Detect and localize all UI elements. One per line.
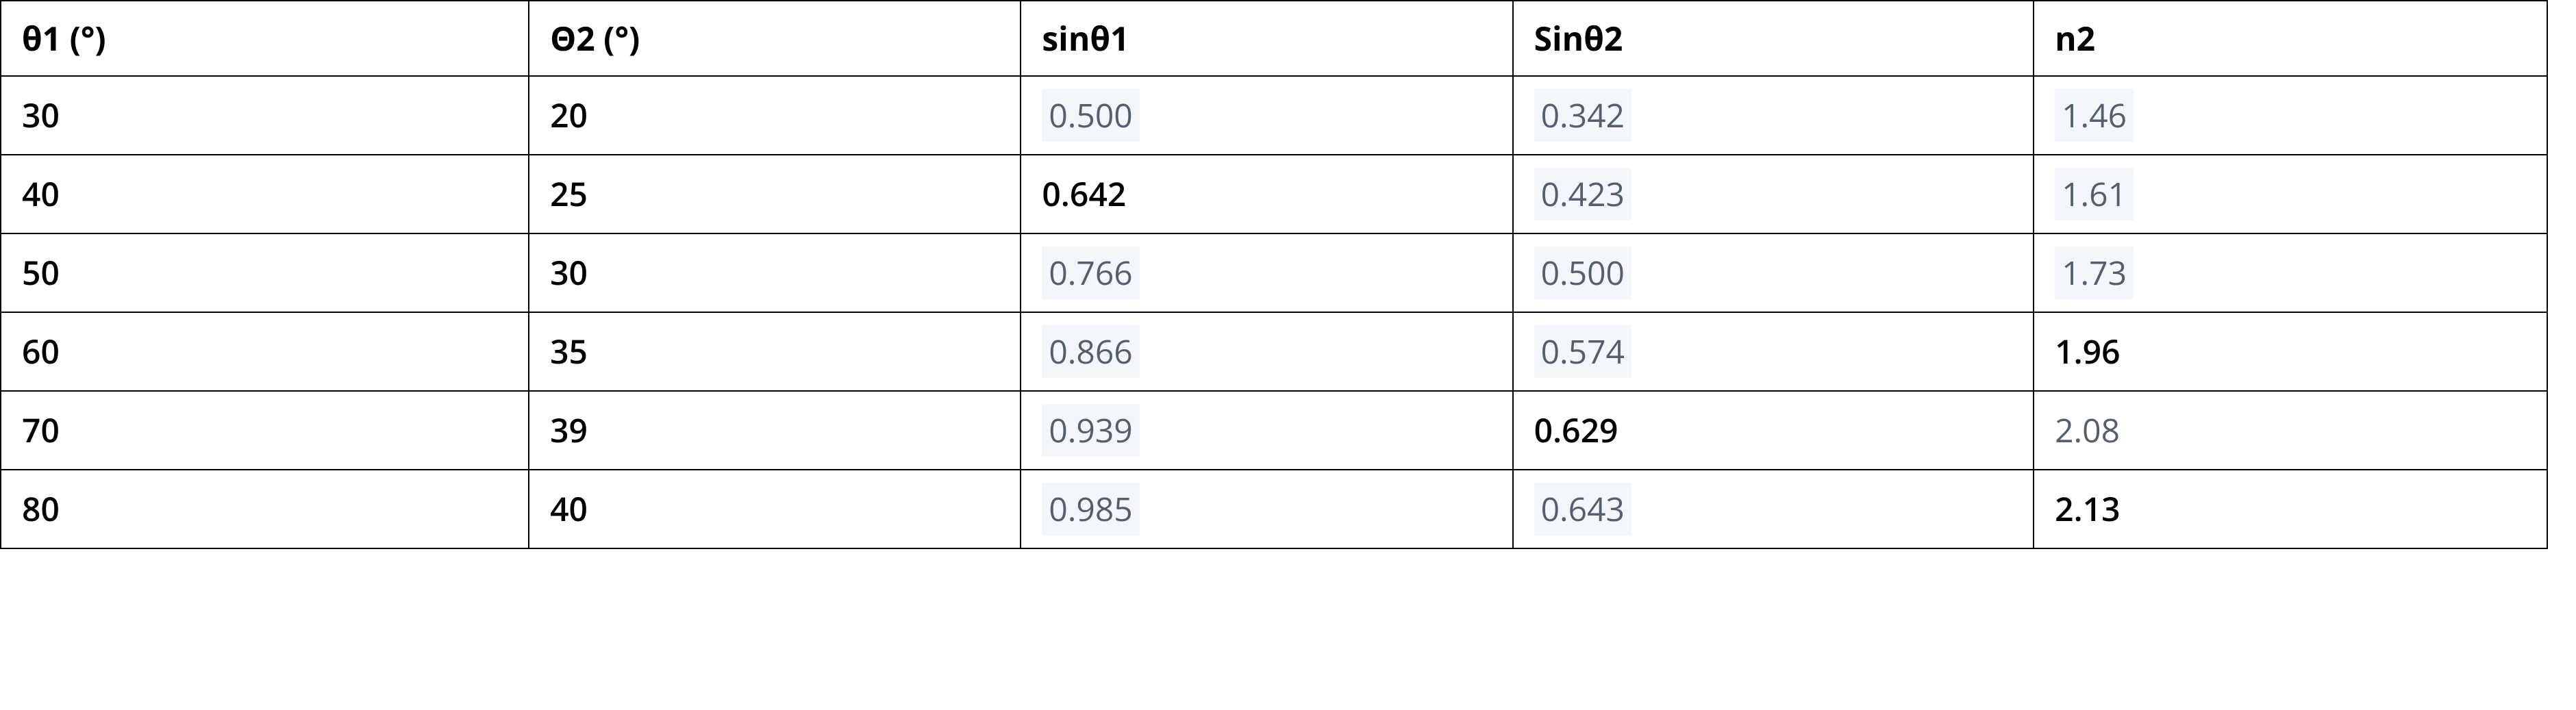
table-row: 5030 0.766 0.500 1.73 xyxy=(1,233,2547,312)
table-cell: 30 xyxy=(529,233,1021,312)
column-header-sintheta2: Sinθ2 xyxy=(1513,1,2034,76)
table-row: 40250.642 0.423 1.61 xyxy=(1,155,2547,233)
refraction-data-table: θ1 (°) Θ2 (°) sinθ1 Sinθ2 n2 30200.5000.… xyxy=(0,0,2548,549)
table-cell: 50 xyxy=(1,233,529,312)
table-cell: 0.643 xyxy=(1513,470,2034,548)
table-cell: 0.939 xyxy=(1021,391,1512,470)
column-header-n2: n2 xyxy=(2034,1,2547,76)
table-cell: 70 xyxy=(1,391,529,470)
muted-value: 0.939 xyxy=(1042,404,1139,457)
muted-value: 0.985 xyxy=(1042,483,1139,535)
table-row: 3020 0.500 0.342 1.46 xyxy=(1,76,2547,155)
muted-value: 0.866 xyxy=(1042,325,1139,378)
table-cell: 1.61 xyxy=(2034,155,2547,233)
muted-value: 0.500 xyxy=(1534,246,1631,299)
table-cell: 20 xyxy=(529,76,1021,155)
table-cell: 0.500 xyxy=(1513,233,2034,312)
table-cell: 0.866 xyxy=(1021,312,1512,391)
table-cell: 0.574 xyxy=(1513,312,2034,391)
muted-value: 0.643 xyxy=(1534,483,1631,535)
table-row: 7039 0.939 0.629 2.08 xyxy=(1,391,2547,470)
muted-value: 0.574 xyxy=(1534,325,1631,378)
table-cell: 0.766 xyxy=(1021,233,1512,312)
column-header-theta1: θ1 (°) xyxy=(1,1,529,76)
table-cell: 39 xyxy=(529,391,1021,470)
table-cell: 1.96 xyxy=(2034,312,2547,391)
table-row: 8040 0.985 0.643 2.13 xyxy=(1,470,2547,548)
muted-value: 2.08 xyxy=(2055,408,2120,453)
table-cell: 35 xyxy=(529,312,1021,391)
column-header-theta2: Θ2 (°) xyxy=(529,1,1021,76)
column-header-sintheta1: sinθ1 xyxy=(1021,1,1512,76)
table-cell: 60 xyxy=(1,312,529,391)
table-cell: 0.642 xyxy=(1021,155,1512,233)
table-cell: 80 xyxy=(1,470,529,548)
muted-value: 0.500 xyxy=(1042,89,1139,142)
table-cell: 2.13 xyxy=(2034,470,2547,548)
table-cell: 40 xyxy=(1,155,529,233)
table-cell: 30 xyxy=(1,76,529,155)
table-header-row: θ1 (°) Θ2 (°) sinθ1 Sinθ2 n2 xyxy=(1,1,2547,76)
table-cell: 40 xyxy=(529,470,1021,548)
table-cell: 0.342 xyxy=(1513,76,2034,155)
muted-value: 1.61 xyxy=(2055,168,2134,220)
table-cell: 1.73 xyxy=(2034,233,2547,312)
table-body: 30200.5000.3421.4640250.6420.4231.615030… xyxy=(1,76,2547,548)
table-cell: 25 xyxy=(529,155,1021,233)
table-cell: 0.500 xyxy=(1021,76,1512,155)
muted-value: 0.423 xyxy=(1534,168,1631,220)
table-cell: 0.423 xyxy=(1513,155,2034,233)
muted-value: 1.73 xyxy=(2055,246,2134,299)
table-cell: 2.08 xyxy=(2034,391,2547,470)
muted-value: 0.766 xyxy=(1042,246,1139,299)
table-row: 6035 0.866 0.574 1.96 xyxy=(1,312,2547,391)
table-cell: 0.629 xyxy=(1513,391,2034,470)
muted-value: 0.342 xyxy=(1534,89,1631,142)
table-cell: 0.985 xyxy=(1021,470,1512,548)
table-cell: 1.46 xyxy=(2034,76,2547,155)
muted-value: 1.46 xyxy=(2055,89,2134,142)
